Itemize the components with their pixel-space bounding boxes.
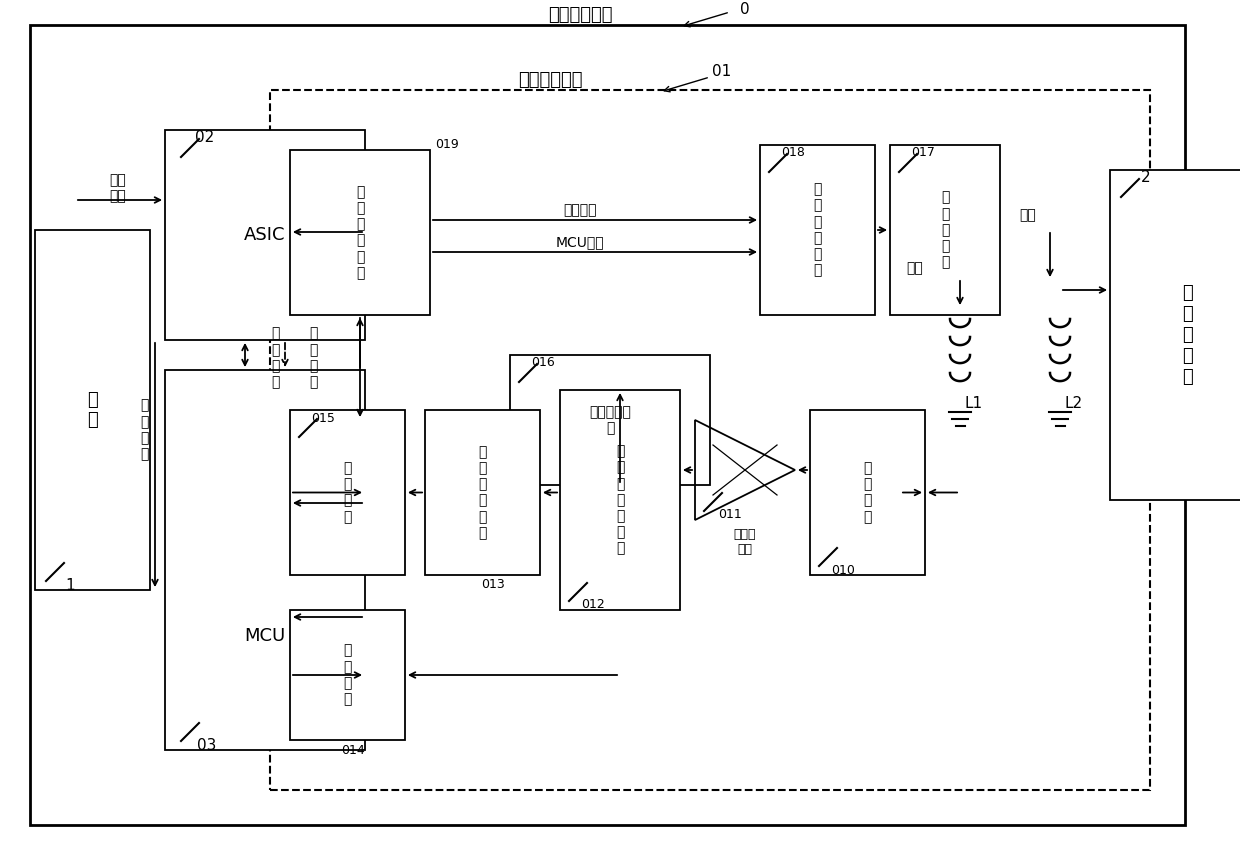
- Bar: [810, 410, 925, 575]
- Text: MCU讯息: MCU讯息: [556, 235, 604, 249]
- Text: 心电数据: 心电数据: [563, 203, 596, 217]
- Bar: [165, 370, 365, 750]
- Text: 2: 2: [1141, 171, 1151, 185]
- Text: MCU: MCU: [244, 627, 285, 645]
- Text: 011: 011: [718, 509, 742, 522]
- Text: 波
形
整
形
模
块: 波 形 整 形 模 块: [479, 445, 486, 540]
- Text: 心
脏: 心 脏: [87, 390, 98, 429]
- Text: 无线通信电路: 无线通信电路: [518, 71, 583, 89]
- Bar: [270, 90, 1149, 790]
- Text: 01: 01: [712, 64, 732, 80]
- Bar: [35, 230, 150, 590]
- Text: 事
件
标
记: 事 件 标 记: [309, 327, 317, 390]
- Text: 02: 02: [196, 130, 215, 146]
- Bar: [425, 410, 539, 575]
- Text: 通
信
编
码
模
块: 通 信 编 码 模 块: [813, 183, 822, 277]
- Text: 014: 014: [341, 744, 365, 757]
- Text: 013: 013: [481, 578, 505, 591]
- Text: 010: 010: [831, 564, 854, 577]
- Text: 数
据
交
互: 数 据 交 互: [270, 327, 279, 390]
- Text: 017: 017: [911, 147, 935, 160]
- Text: 滤
波
模
块: 滤 波 模 块: [863, 462, 872, 523]
- Text: 混
合
编
码
模
块: 混 合 编 码 模 块: [356, 185, 365, 280]
- Text: 体内装置电路: 体内装置电路: [548, 6, 613, 24]
- Text: 译
码
模
块: 译 码 模 块: [343, 462, 352, 523]
- Text: 019: 019: [435, 138, 459, 152]
- Text: 唤醒电路模
块: 唤醒电路模 块: [589, 405, 631, 435]
- Text: 发射: 发射: [1019, 208, 1037, 222]
- Text: 012: 012: [582, 599, 605, 612]
- Bar: [165, 130, 365, 340]
- Text: 1: 1: [66, 577, 74, 593]
- Text: L1: L1: [965, 396, 983, 412]
- Bar: [290, 410, 405, 575]
- Text: 刺
激
信
号: 刺 激 信 号: [140, 399, 149, 462]
- Text: 体
外
程
控
仪: 体 外 程 控 仪: [1182, 284, 1193, 385]
- Text: 03: 03: [197, 738, 217, 752]
- Text: 发
射
管
模
块: 发 射 管 模 块: [941, 190, 949, 269]
- Text: 心电
数据: 心电 数据: [109, 173, 126, 203]
- Text: 同
步
模
块: 同 步 模 块: [343, 644, 352, 706]
- Text: 015: 015: [311, 412, 335, 425]
- Text: 迟
滞
比
较
器
模
块: 迟 滞 比 较 器 模 块: [616, 444, 624, 556]
- Bar: [1110, 170, 1240, 500]
- Text: 放大器
模块: 放大器 模块: [734, 528, 756, 556]
- Text: ASIC: ASIC: [244, 226, 285, 244]
- Bar: [290, 150, 430, 315]
- Bar: [290, 610, 405, 740]
- Bar: [560, 390, 680, 610]
- Bar: [890, 145, 999, 315]
- Text: L2: L2: [1065, 396, 1083, 412]
- Text: 018: 018: [781, 147, 805, 160]
- Text: 接收: 接收: [906, 261, 924, 275]
- Bar: [510, 355, 711, 485]
- Bar: [760, 145, 875, 315]
- Text: 0: 0: [740, 3, 750, 17]
- Text: 016: 016: [531, 357, 554, 370]
